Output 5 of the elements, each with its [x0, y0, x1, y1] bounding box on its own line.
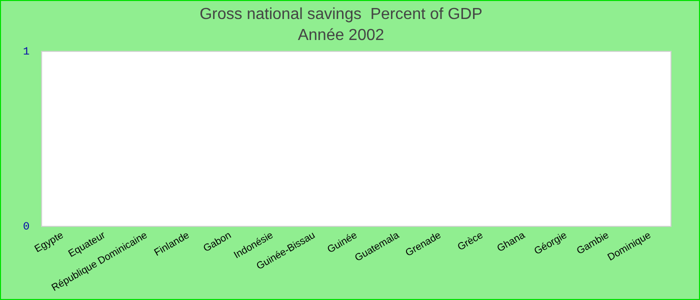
chart-subtitle: Année 2002	[298, 27, 384, 44]
y-tick-label: 1	[22, 46, 30, 58]
chart-title: Gross national savings Percent of GDP	[200, 6, 482, 24]
y-tick-label: 0	[22, 221, 30, 234]
x-tick-label: Grèce	[456, 230, 486, 254]
